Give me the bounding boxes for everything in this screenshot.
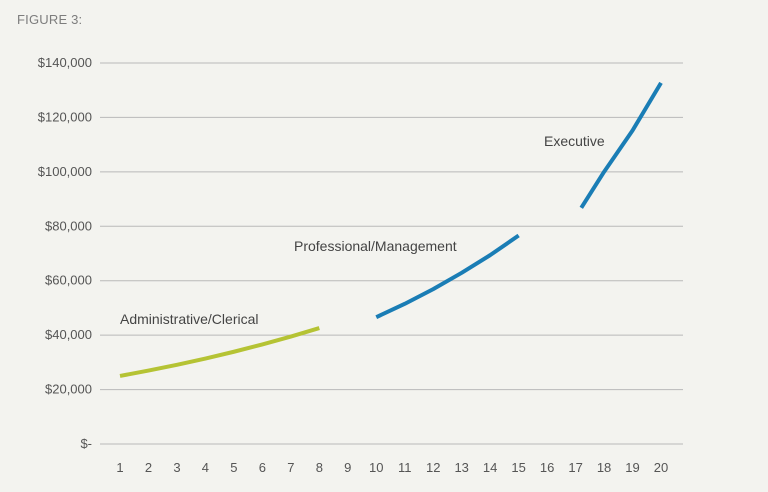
- x-tick-label: 8: [316, 460, 323, 475]
- y-tick-label: $40,000: [45, 327, 92, 342]
- series-line-0: [119, 326, 320, 378]
- y-tick-label: $80,000: [45, 218, 92, 233]
- x-tick-label: 4: [202, 460, 209, 475]
- series-label: Professional/Management: [294, 238, 457, 254]
- x-tick-label: 17: [568, 460, 582, 475]
- x-tick-label: 6: [259, 460, 266, 475]
- y-tick-label: $20,000: [45, 382, 92, 397]
- x-tick-label: 10: [369, 460, 383, 475]
- x-tick-label: 20: [654, 460, 668, 475]
- x-tick-label: 2: [145, 460, 152, 475]
- y-tick-label: $60,000: [45, 273, 92, 288]
- x-tick-label: 19: [625, 460, 639, 475]
- y-tick-label: $120,000: [38, 109, 92, 124]
- x-tick-label: 14: [483, 460, 497, 475]
- x-tick-label: 18: [597, 460, 611, 475]
- x-tick-label: 11: [398, 460, 412, 475]
- x-tick-label: 9: [344, 460, 351, 475]
- y-tick-label: $-: [80, 436, 92, 451]
- x-tick-label: 3: [173, 460, 180, 475]
- series-label: Executive: [544, 133, 605, 149]
- x-tick-label: 15: [511, 460, 525, 475]
- figure-title: FIGURE 3:: [17, 12, 83, 27]
- x-tick-label: 7: [287, 460, 294, 475]
- x-tick-label: 5: [230, 460, 237, 475]
- series-line-1: [375, 233, 520, 319]
- x-tick-label: 1: [116, 460, 123, 475]
- series-label: Administrative/Clerical: [120, 311, 258, 327]
- x-tick-label: 16: [540, 460, 554, 475]
- x-tick-label: 12: [426, 460, 440, 475]
- x-tick-label: 13: [454, 460, 468, 475]
- y-tick-label: $100,000: [38, 164, 92, 179]
- series-line-2: [579, 81, 663, 209]
- y-tick-label: $140,000: [38, 55, 92, 70]
